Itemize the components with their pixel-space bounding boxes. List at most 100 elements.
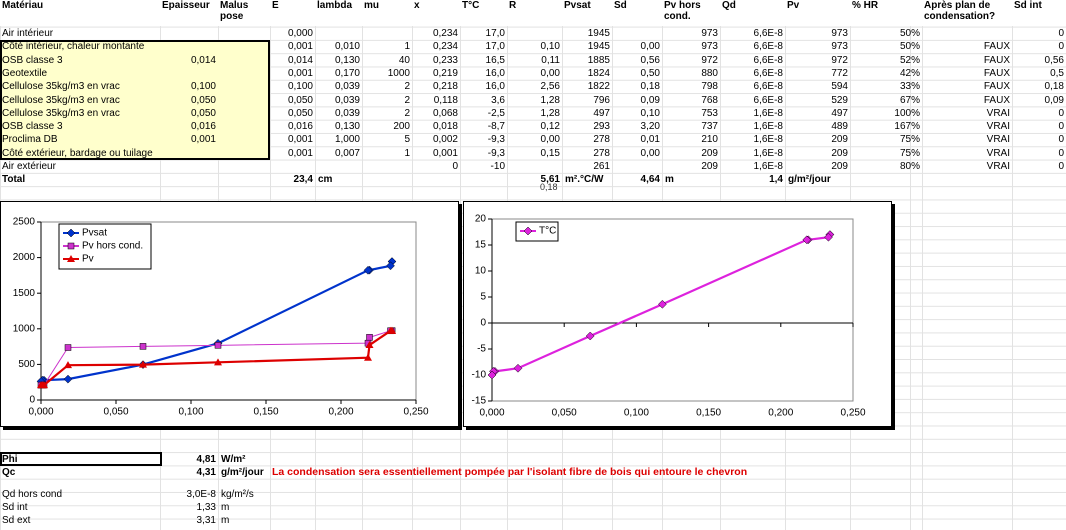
table-cell: 1,6E-8 [753,107,783,119]
table-cell: 0,010 [334,41,360,53]
y-tick-label: 10 [475,266,487,277]
table-cell: 50% [899,41,920,53]
table-cell: 973 [831,41,848,53]
value: 4,64 [640,174,660,186]
table-cell: -10 [490,161,505,172]
table-cell: 0,00 [540,67,560,79]
table-cell: 768 [701,94,718,106]
marker [66,228,76,238]
table-cell: 0,12 [540,121,560,133]
table-cell: 0,218 [432,81,458,93]
table-cell: 6,6E-8 [753,54,783,66]
column-header: Qd [720,0,785,26]
marker [365,341,374,349]
table-cell: 0,039 [334,107,360,119]
table-cell: FAUX [983,41,1010,53]
table-cell: 1,000 [334,134,360,146]
table-cell: 40 [398,54,410,66]
table-cell: 6,6E-8 [753,28,783,39]
unit: cm [318,174,333,186]
table-cell: 973 [831,28,848,39]
table-cell: 0,014 [287,54,313,66]
table-cell: 0,039 [334,94,360,106]
table-cell: VRAI [986,147,1010,159]
x-tick-label: 0,150 [696,408,721,419]
summary-value: 3,0E-8 [186,489,216,500]
x-tick-label: 0,050 [103,407,128,418]
marker [67,255,75,262]
table-cell: 1945 [587,28,610,39]
marker [37,381,45,389]
phi-box [0,452,162,466]
table-cell: 0 [1058,147,1064,159]
table-cell: 17,0 [485,28,505,39]
summary-label: Phi [2,454,18,465]
x-tick-label: 0,250 [403,407,428,418]
table-cell: 100% [894,107,920,119]
marker [139,360,147,368]
table-cell: 753 [701,107,718,119]
table-cell: 0,016 [287,121,313,133]
table-cell: 0,050 [287,94,313,106]
table-cell: -2,5 [487,107,505,119]
value: 5,61 [540,174,560,186]
table-cell: 1822 [587,81,610,93]
summary-unit: W/m² [221,454,246,465]
legend-label: Pv [82,254,94,265]
table-cell: 75% [899,147,920,159]
marker [386,326,395,334]
table-cell: 0,10 [640,107,660,119]
table-cell: 798 [701,81,718,93]
table-cell: 0,118 [433,94,458,106]
table-cell: Air extérieur [2,161,56,172]
table-cell: 0,018 [432,121,458,133]
table-cell: 0,002 [432,134,458,146]
grid-col [1012,0,1013,530]
table-cell: 2 [404,81,410,93]
table-cell: 0,130 [334,121,360,133]
table-cell: 0,001 [287,41,313,53]
chart: 0 500 1000 1500 2000 2500 0,000 0,050 0,100 0,150… [0,201,459,427]
table-cell: 0,068 [432,107,458,119]
table-cell: Cellulose 35kg/m3 en vrac [2,94,120,106]
table-cell: Proclima DB [2,134,58,146]
table-cell: 278 [593,147,610,159]
table-cell: 0 [1058,107,1064,119]
table-cell: 0,56 [1044,54,1064,66]
unit: g/m²/jour [788,174,831,186]
table-cell: Côté extérieur, bardage ou tuilage [2,147,153,159]
table-cell: 1,6E-8 [753,134,783,146]
summary-label: Qc [2,467,16,478]
x-tick-label: 0,000 [28,407,53,418]
table-cell: 0,00 [640,41,660,53]
table-cell: 0,234 [432,28,458,39]
table-cell: 0,00 [540,134,560,146]
table-cell: 0,014 [190,54,216,66]
column-header: Après plan de condensation? [922,0,1012,26]
column-header: Pvsat [562,0,612,26]
column-header: Epaisseur [160,0,218,26]
table-cell: 0,00 [640,147,660,159]
table-cell: 2,56 [540,81,560,93]
table-cell: 0 [1058,121,1064,133]
marker [139,343,147,350]
y-tick-label: 15 [475,240,487,251]
table-cell: FAUX [983,94,1010,106]
x-tick-label: 0,100 [624,408,649,419]
marker [513,363,523,373]
table-cell: 0,050 [190,107,216,119]
grid-col [460,0,461,530]
table-cell: 17,0 [485,41,505,53]
y-tick-label: 0 [29,395,35,406]
table-cell: 0,100 [190,81,216,93]
table-cell: 772 [831,67,848,79]
table-cell: 293 [593,121,610,133]
table-cell: 1000 [387,67,410,79]
table-cell: 972 [831,54,848,66]
table-cell: 0,130 [334,54,360,66]
table-cell: 796 [593,94,610,106]
table-cell: 3,20 [640,121,660,133]
marker [64,344,72,351]
legend-label: Pv hors cond. [82,241,143,252]
chart: -15 -10 -5 0 5 10 15 20 0,000 0,050 0,100 0,150 0,20… [463,201,892,427]
